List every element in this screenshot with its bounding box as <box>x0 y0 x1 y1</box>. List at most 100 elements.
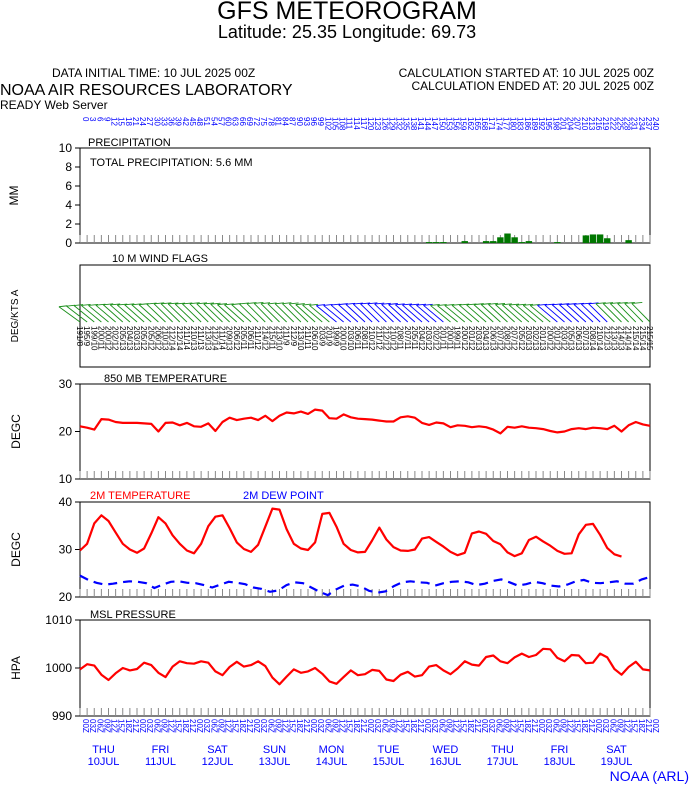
wind-direction-label: 215/14 <box>638 326 647 351</box>
bottom-hour-label: 03Z <box>259 719 268 733</box>
wind-barb-flag <box>224 303 234 306</box>
bottom-hour-label: 03Z <box>373 719 382 733</box>
pressure-y-tick-label: 1000 <box>45 661 72 675</box>
wind-direction-label: 212/12 <box>381 326 390 351</box>
wind-direction-label: 205/11 <box>239 326 248 350</box>
date-label: 16JUL <box>430 756 462 768</box>
precipitation-bar <box>554 242 561 244</box>
wind-direction-label: 211/13 <box>196 326 205 350</box>
forecast-hour-label: 153 <box>444 117 453 131</box>
wind-direction-label: 206/12 <box>153 326 162 351</box>
wind-barb-flag <box>402 303 413 306</box>
wind-barb-flag <box>624 302 635 304</box>
wind-barb <box>595 303 615 323</box>
bottom-hour-label: 21Z <box>587 719 596 733</box>
forecast-hour-label: 240 <box>651 117 660 131</box>
bottom-hour-label: 03Z <box>601 719 610 733</box>
bottom-hour-label: 06Z <box>266 719 275 733</box>
precipitation-bar <box>433 242 440 244</box>
day-label: SAT <box>606 744 627 756</box>
date-label: 11JUL <box>145 756 176 768</box>
t850-y-tick-label: 20 <box>59 425 73 439</box>
forecast-hour-label: 108 <box>338 117 347 131</box>
wind-barb <box>488 304 508 323</box>
forecast-hour-label: 138 <box>409 117 418 131</box>
forecast-hour-label: 54 <box>209 117 218 126</box>
wind-barb <box>231 304 252 323</box>
forecast-hour-label: 231 <box>630 117 639 131</box>
forecast-hour-label: 27 <box>145 117 154 126</box>
forecast-hour-label: 6 <box>95 117 104 122</box>
bottom-hour-label: 06Z <box>551 719 560 733</box>
bottom-hour-label: 21Z <box>359 719 368 733</box>
wind-barb <box>609 303 629 323</box>
t850-title: 850 MB TEMPERATURE <box>104 373 227 385</box>
wind-barb <box>109 304 131 323</box>
bottom-hour-label: 15Z <box>288 719 297 733</box>
bottom-hour-label: 12Z <box>167 719 176 733</box>
wind-barb-flag <box>74 304 84 307</box>
wind-barb-flag <box>488 302 499 305</box>
wind-barb <box>395 304 416 323</box>
t850-y-tick-label: 30 <box>59 377 73 391</box>
bottom-hour-label: 12Z <box>452 719 461 733</box>
forecast-hour-label: 102 <box>323 117 332 131</box>
wind-barb <box>160 303 181 323</box>
wind-barb <box>437 305 458 323</box>
wind-direction-label: 212/13 <box>602 326 611 351</box>
precipitation-bar <box>596 234 604 243</box>
wind-barb-flag <box>88 304 99 306</box>
forecast-hour-label: 207 <box>573 117 582 131</box>
wind-barb <box>302 304 323 323</box>
precipitation-y-tick-label: 4 <box>65 198 72 212</box>
forecast-hour-label: 36 <box>167 117 176 126</box>
precipitation-bar <box>461 241 468 243</box>
bottom-hour-label: 09Z <box>102 719 111 733</box>
surface-temp-y-tick-label: 30 <box>59 543 73 557</box>
precipitation-y-tick-label: 6 <box>65 179 72 193</box>
forecast-hour-label: 144 <box>423 117 432 131</box>
forecast-hour-label: 234 <box>637 117 646 131</box>
wind-barb-flag <box>131 303 142 306</box>
wind-direction-label: 213/10 <box>275 326 284 351</box>
wind-direction-label: 213/10 <box>296 326 305 351</box>
wind-barb <box>580 303 601 323</box>
day-label: SAT <box>207 744 228 756</box>
wind-direction-label: 199/9 <box>332 326 341 347</box>
wind-barb <box>374 303 394 323</box>
precipitation-title: PRECIPITATION <box>88 137 171 149</box>
wind-barb-flag <box>316 304 326 307</box>
wind-direction-label: 213/13 <box>203 326 212 351</box>
bottom-hour-label: 21Z <box>302 719 311 733</box>
forecast-hour-label: 33 <box>159 117 168 126</box>
date-label: 17JUL <box>487 756 519 768</box>
forecast-hour-label: 237 <box>644 117 653 131</box>
wind-barb-flag <box>289 302 299 305</box>
wind-barb <box>253 303 273 323</box>
bottom-hour-label: 21Z <box>473 719 482 733</box>
wind-barb-flag <box>360 302 371 305</box>
wind-barb <box>423 304 444 323</box>
bottom-hour-label: 21Z <box>131 719 140 733</box>
precipitation-bar <box>504 233 511 243</box>
bottom-hour-label: 00Z <box>309 719 318 733</box>
forecast-hour-label: 84 <box>281 117 290 126</box>
wind-direction-label: 211/12 <box>374 326 383 350</box>
wind-barb-flag <box>552 303 563 306</box>
date-label: 19JUL <box>601 756 633 768</box>
wind-barb-flag <box>189 302 200 305</box>
wind-direction-label: 206/13 <box>574 326 583 351</box>
surface-temp-panel: 2M TEMPERATURE 2M DEW POINT 40 30 20 DEGC <box>9 490 651 604</box>
forecast-hour-label: 225 <box>615 117 624 131</box>
wind-barb-flag <box>423 303 433 306</box>
wind-barb <box>58 306 81 323</box>
forecast-hour-label: 45 <box>188 117 197 126</box>
date-label: 18JUL <box>544 756 576 768</box>
wind-direction-label: 191/8 <box>75 326 84 347</box>
bottom-hour-label: 12Z <box>110 719 119 733</box>
wind-barb <box>224 304 245 323</box>
wind-barb-flag <box>430 304 440 306</box>
wind-barb <box>131 304 152 323</box>
bottom-hour-label: 18Z <box>181 719 190 733</box>
